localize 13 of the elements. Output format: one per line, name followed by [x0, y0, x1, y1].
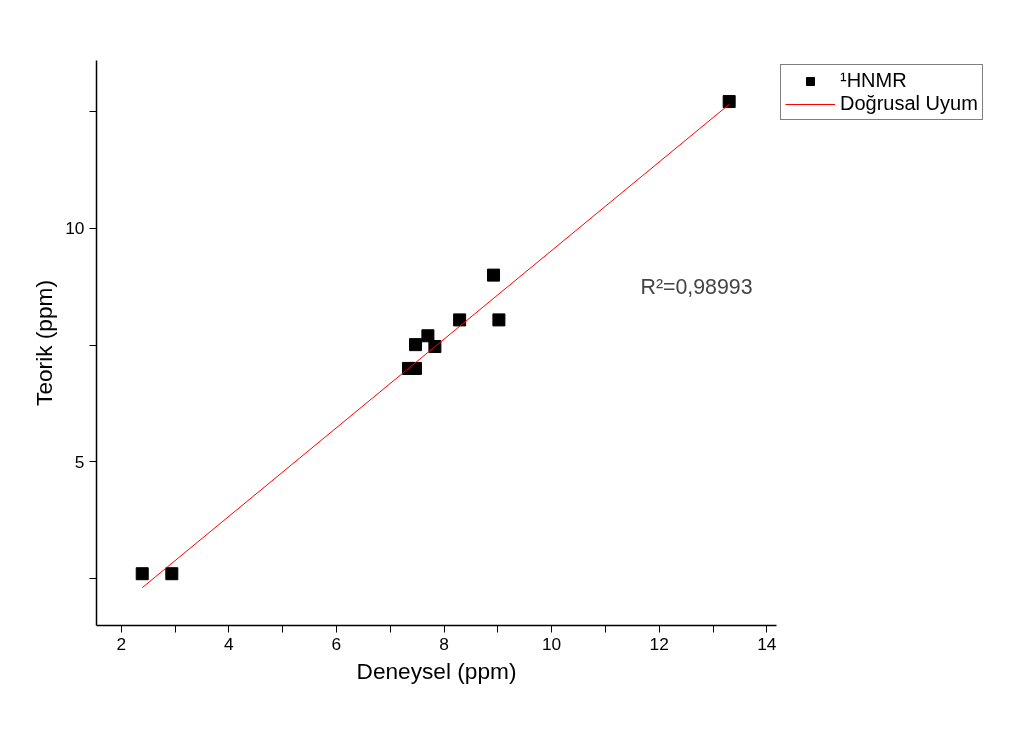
x-tick-label: 4: [224, 633, 235, 654]
legend-label: Doğrusal Uyum: [840, 92, 978, 115]
x-tick-label: 10: [541, 633, 562, 654]
annotation: R²=0,98993: [640, 274, 753, 299]
x-tick-label: 2: [116, 633, 127, 654]
x-tick-label: 14: [757, 633, 777, 654]
x-tick-label: 12: [649, 633, 669, 654]
x-tick-label: 6: [331, 633, 342, 654]
y-tick-label: 5: [74, 451, 85, 472]
y-axis-title: Teorik (ppm): [31, 280, 58, 406]
x-axis-title: Deneysel (ppm): [356, 657, 517, 684]
legend-label: ¹HNMR: [840, 69, 907, 92]
x-tick-label: 8: [439, 633, 449, 654]
